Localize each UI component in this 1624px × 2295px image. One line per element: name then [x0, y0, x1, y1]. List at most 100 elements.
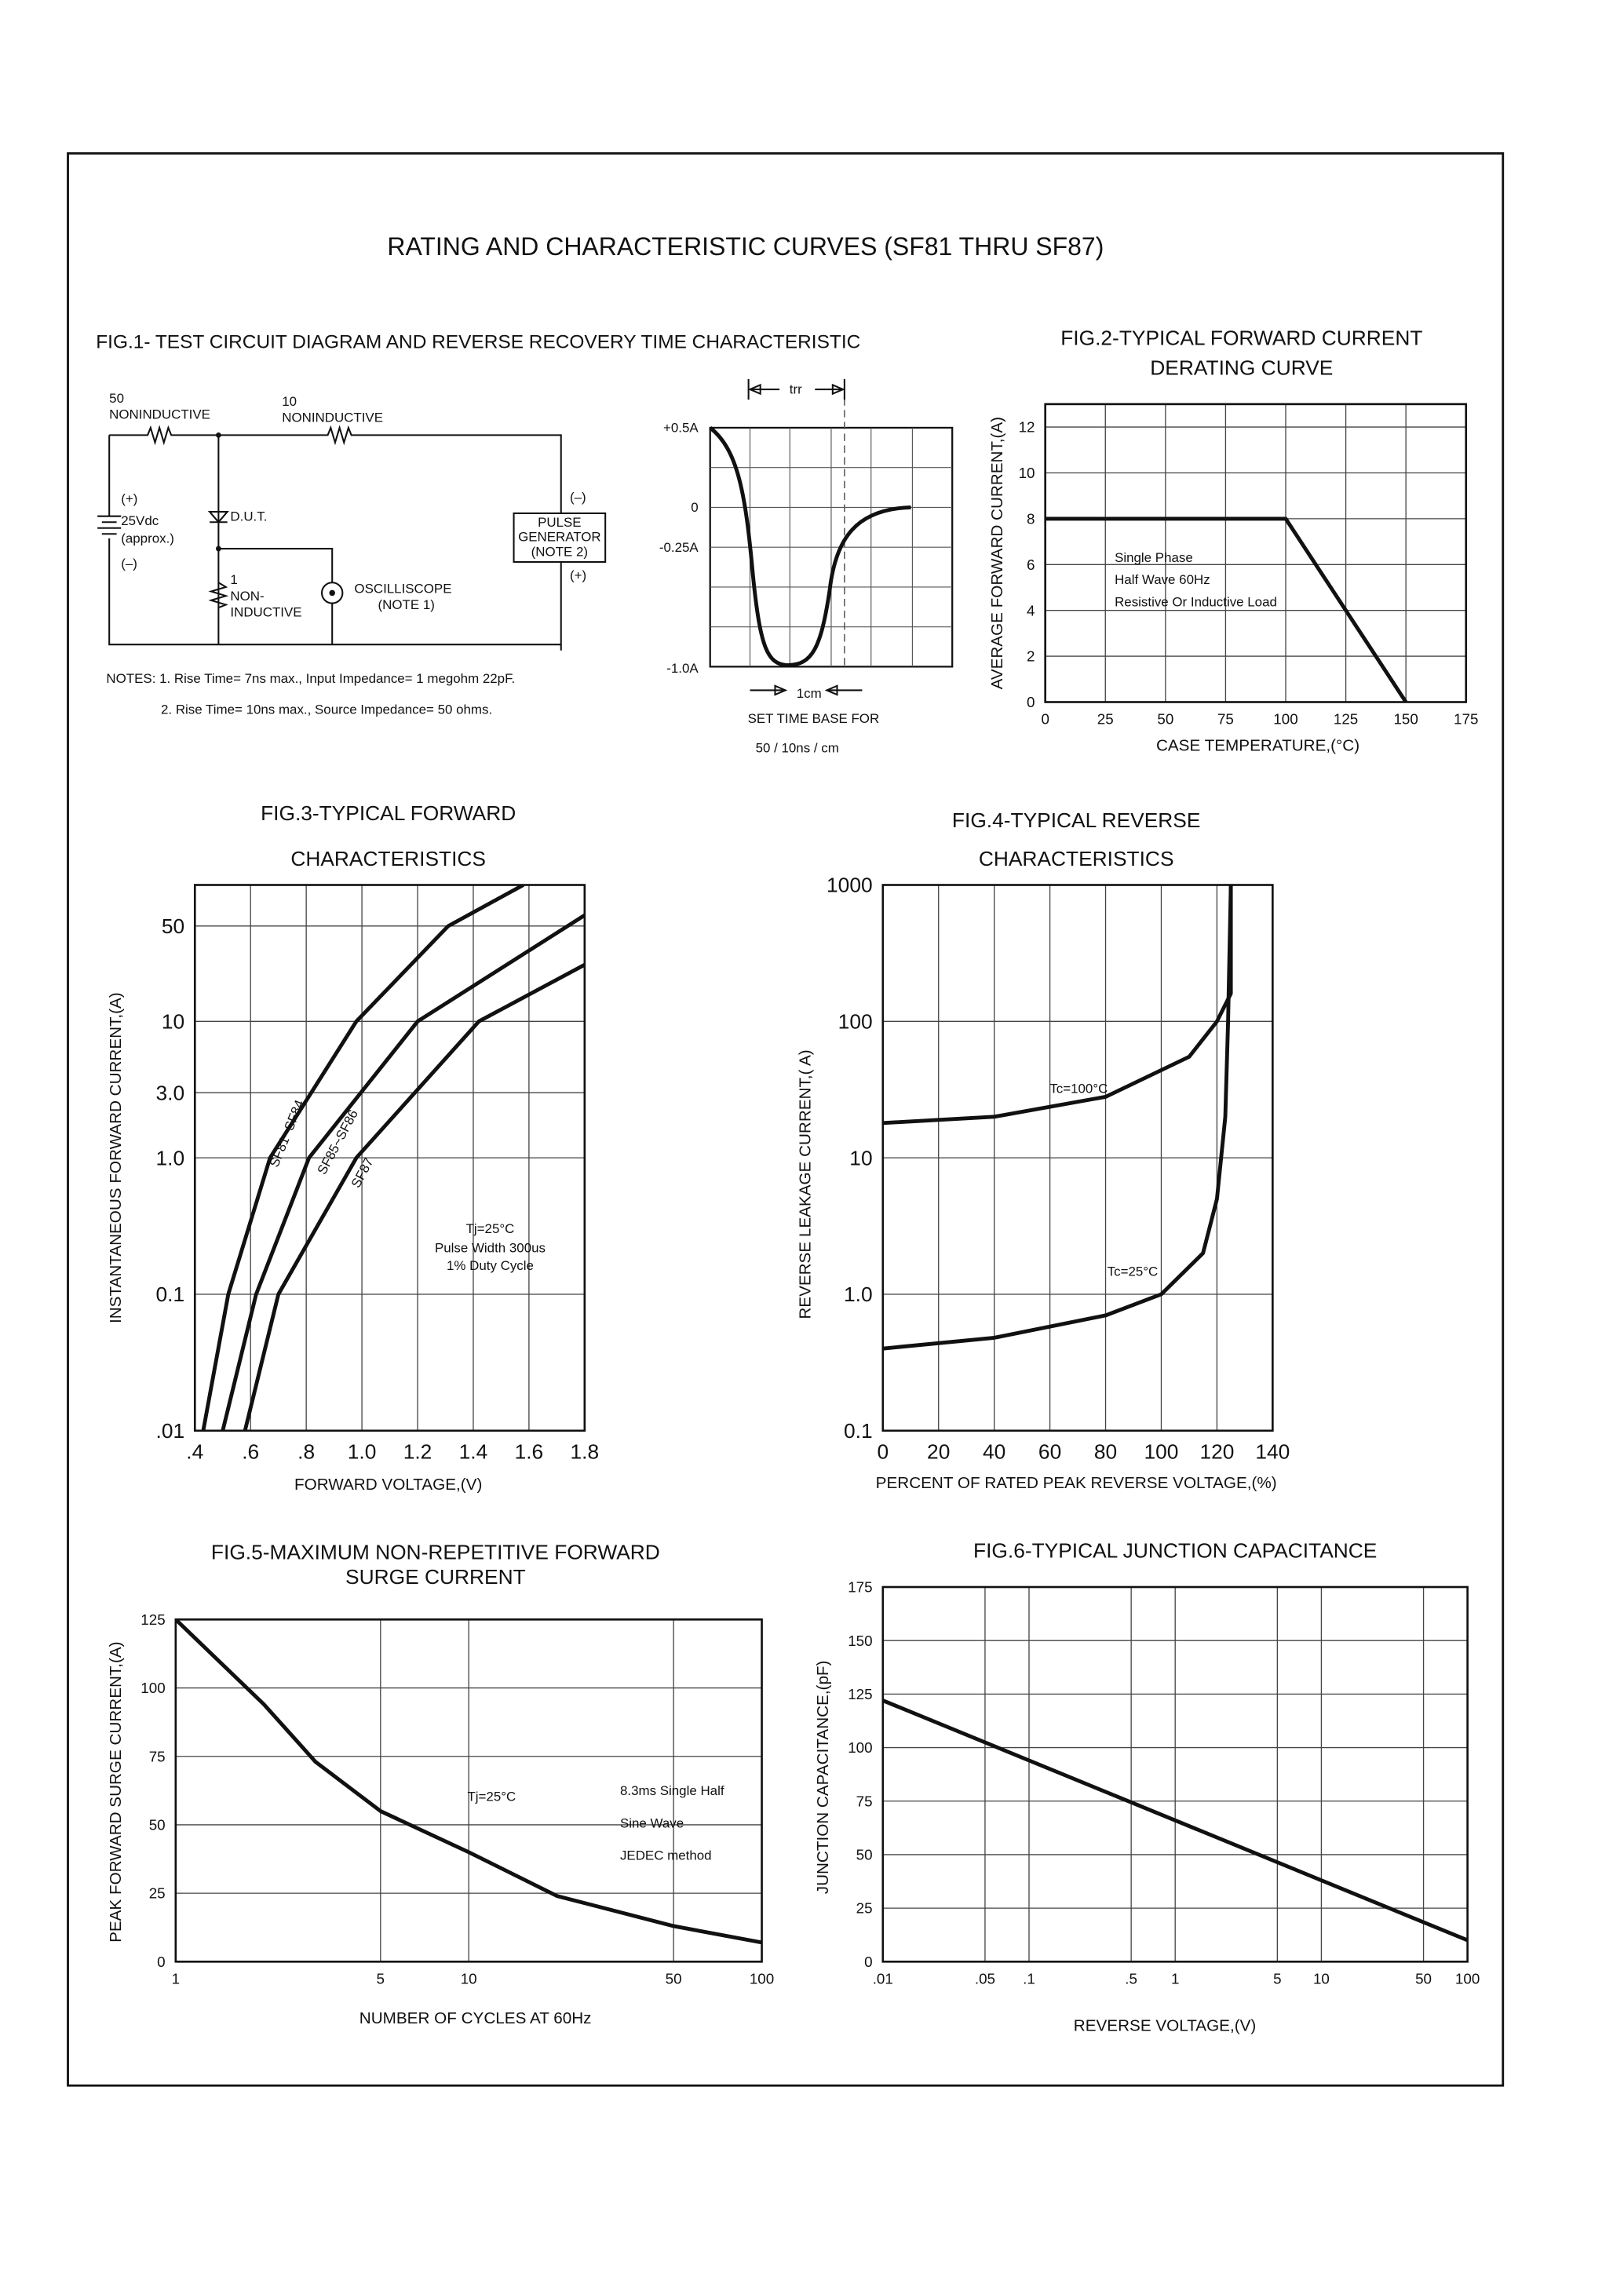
- annotation: 8.3ms Single Half: [620, 1783, 724, 1798]
- x-tick-label: 50: [666, 1971, 682, 1987]
- y-tick-label: 0.1: [844, 1419, 873, 1443]
- x-tick-label: .4: [186, 1440, 203, 1464]
- label: 50 / 10ns / cm: [756, 740, 839, 755]
- x-tick-label: 100: [750, 1971, 774, 1987]
- series-line: [175, 1619, 762, 1945]
- label: (+): [570, 568, 586, 583]
- y-tick-label: 0: [1027, 694, 1035, 710]
- x-tick-label: 1: [172, 1971, 180, 1987]
- x-tick-label: 50: [1415, 1971, 1432, 1987]
- y-tick-label: .01: [156, 1419, 185, 1443]
- label: SET TIME BASE FOR: [748, 711, 880, 726]
- x-tick-label: .6: [242, 1440, 259, 1464]
- series-label: Tc=100°C: [1049, 1081, 1108, 1096]
- x-tick-label: .5: [1125, 1971, 1137, 1987]
- y-tick-label: 10: [162, 1010, 184, 1034]
- x-tick-label: 50: [1157, 711, 1173, 728]
- x-tick-label: 1.4: [459, 1440, 488, 1464]
- series-line: [243, 963, 585, 1431]
- label: (–): [121, 556, 137, 571]
- x-axis-label: PERCENT OF RATED PEAK REVERSE VOLTAGE,(%…: [876, 1474, 1277, 1492]
- x-tick-label: 10: [461, 1971, 477, 1987]
- x-tick-label: 40: [983, 1440, 1005, 1464]
- label: (+): [121, 491, 137, 506]
- chart-title: FIG.4-TYPICAL REVERSE: [952, 808, 1200, 832]
- series-line: [882, 885, 1233, 1351]
- y-tick-label: 50: [162, 914, 184, 938]
- y-tick-label: 50: [856, 1847, 873, 1863]
- series-line: [221, 914, 585, 1431]
- x-tick-label: 25: [1097, 711, 1114, 728]
- chart-title: SURGE CURRENT: [345, 1565, 526, 1589]
- x-tick-label: .05: [975, 1971, 995, 1987]
- x-tick-label: 75: [1217, 711, 1234, 728]
- y-tick-label: 2: [1027, 648, 1035, 665]
- chart-title: CHARACTERISTICS: [979, 847, 1174, 870]
- y-tick-label: 0: [864, 1954, 872, 1970]
- y-tick-label: 10: [849, 1146, 872, 1169]
- series-line: [882, 885, 1233, 1126]
- y-tick-label: 125: [141, 1611, 165, 1628]
- x-tick-label: 100: [1144, 1440, 1179, 1464]
- label: (NOTE 1): [378, 597, 435, 612]
- y-tick-label: 10: [1019, 465, 1035, 481]
- note: 2. Rise Time= 10ns max., Source Impedanc…: [161, 702, 492, 717]
- x-tick-label: 20: [927, 1440, 950, 1464]
- label: GENERATOR: [518, 530, 601, 545]
- series-line: [201, 885, 524, 1431]
- x-tick-label: .01: [873, 1971, 893, 1987]
- chart: FIG.5-MAXIMUM NON-REPETITIVE FORWARDSURG…: [107, 1540, 774, 2027]
- plot-frame: [881, 1585, 1469, 1963]
- y-tick-label: 25: [856, 1900, 873, 1917]
- label: NON-: [230, 589, 264, 604]
- y-tick-label: 150: [848, 1633, 872, 1649]
- x-tick-label: 120: [1199, 1440, 1234, 1464]
- y-tick-label: 100: [848, 1739, 872, 1756]
- label: -1.0A: [666, 661, 699, 676]
- page-border: [67, 152, 1505, 2087]
- label: OSCILLISCOPE: [354, 581, 451, 596]
- test-circuit: [97, 425, 607, 651]
- y-tick-label: 0: [157, 1954, 165, 1970]
- x-tick-label: .8: [297, 1440, 315, 1464]
- y-tick-label: 75: [149, 1748, 166, 1764]
- y-tick-label: 100: [838, 1010, 873, 1034]
- y-axis-label: PEAK FORWARD SURGE CURRENT,(A): [107, 1641, 125, 1942]
- chart: FIG.2-TYPICAL FORWARD CURRENT DERATING CU…: [988, 327, 1478, 755]
- x-tick-label: 10: [1313, 1971, 1330, 1987]
- chart-title: FIG.6-TYPICAL JUNCTION CAPACITANCE: [973, 1538, 1377, 1562]
- chart-title: FIG.5-MAXIMUM NON-REPETITIVE FORWARD: [211, 1540, 660, 1563]
- waveform: [709, 378, 954, 696]
- x-tick-label: 1.6: [515, 1440, 544, 1464]
- x-tick-label: 1.2: [403, 1440, 432, 1464]
- annotation: JEDEC method: [620, 1848, 712, 1863]
- x-tick-label: .1: [1023, 1971, 1035, 1987]
- label: D.U.T.: [230, 509, 267, 524]
- waveform-labels: trr +0.5A 0 -0.25A -1.0A 1cm SET TIME BA…: [659, 382, 879, 756]
- x-tick-label: 0: [877, 1440, 889, 1464]
- annotation: Resistive Or Inductive Load: [1115, 594, 1277, 609]
- x-axis-label: NUMBER OF CYCLES AT 60Hz: [359, 2009, 592, 2027]
- x-tick-label: 0: [1041, 711, 1049, 728]
- annotation: Half Wave 60Hz: [1115, 572, 1210, 587]
- y-tick-label: 6: [1027, 556, 1035, 573]
- label: (approx.): [121, 531, 174, 546]
- x-tick-label: 125: [1334, 711, 1358, 728]
- y-tick-label: 8: [1027, 510, 1035, 527]
- label: 25Vdc: [121, 513, 159, 528]
- y-axis-label: REVERSE LEAKAGE CURRENT,( A): [797, 1049, 815, 1319]
- x-tick-label: 1.0: [348, 1440, 377, 1464]
- series-line: [882, 1698, 1468, 1943]
- chart: FIG.4-TYPICAL REVERSE CHARACTERISTICS PERC…: [797, 808, 1290, 1492]
- page-title: RATING AND CHARACTERISTIC CURVES (SF81 T…: [387, 232, 1104, 261]
- label: PULSE: [538, 515, 581, 530]
- chart: FIG.3-TYPICAL FORWARD CHARACTERISTICS FORW…: [107, 801, 599, 1494]
- annotation: Tj=25°C: [466, 1221, 515, 1236]
- plot-frame: [193, 884, 586, 1432]
- series-label: SF81~SF84: [267, 1098, 308, 1169]
- label: (NOTE 2): [531, 544, 588, 559]
- fig1-title: FIG.1- TEST CIRCUIT DIAGRAM AND REVERSE …: [96, 331, 860, 352]
